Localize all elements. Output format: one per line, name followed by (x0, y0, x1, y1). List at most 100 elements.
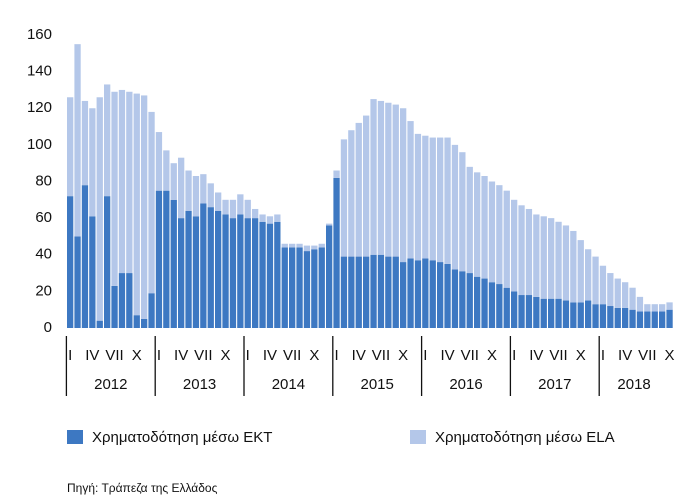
bar-segment (422, 258, 429, 328)
bar-segment (74, 236, 81, 328)
bar-segment (303, 251, 311, 328)
bar-segment (511, 199, 518, 292)
bar-segment (525, 208, 533, 296)
y-tick-label: 40 (35, 246, 52, 263)
bar-segment (496, 185, 503, 285)
bar-segment (400, 262, 407, 328)
x-tick-label: VII (194, 347, 212, 364)
bar-segment (548, 298, 555, 328)
bar-segment (666, 302, 673, 310)
bar-segment (289, 247, 296, 328)
bar-segment (89, 108, 96, 217)
bar-segment (385, 256, 392, 328)
bar-segment (81, 185, 89, 328)
bar-segment (636, 311, 644, 328)
bar-segment (451, 269, 459, 328)
bar-segment (296, 247, 303, 328)
bar-segment (170, 163, 177, 200)
bar-segment (392, 104, 399, 257)
bar-segment (370, 99, 377, 255)
bar-segment (599, 265, 607, 305)
x-tick-label: VII (105, 347, 123, 364)
bar-segment (592, 304, 599, 328)
bar-segment (496, 284, 503, 328)
x-tick-label: X (309, 347, 319, 364)
bar-segment (148, 293, 155, 328)
bar-segment (326, 223, 333, 226)
bar-segment (96, 320, 103, 328)
bar-segment (311, 245, 318, 250)
bar-segment (215, 192, 222, 211)
bar-segment (259, 221, 266, 328)
bar-segment (629, 309, 636, 328)
x-tick-label: IV (440, 347, 454, 364)
bar-segment (104, 84, 111, 197)
bar-segment (414, 260, 422, 328)
bar-segment (133, 93, 140, 316)
bar-segment (370, 254, 377, 328)
group-label: 2015 (361, 376, 394, 393)
x-tick-label: VII (372, 347, 390, 364)
bar-segment (215, 210, 222, 328)
bar-segment (155, 132, 163, 191)
bar-segment (274, 221, 281, 328)
bar-segment (629, 287, 636, 310)
bar-segment (244, 218, 251, 328)
bar-segment (466, 273, 473, 328)
group-label: 2016 (449, 376, 482, 393)
bar-segment (363, 115, 370, 257)
bar-segment (540, 298, 547, 328)
bar-segment (377, 100, 385, 255)
bar-segment (437, 137, 444, 263)
bar-segment (592, 256, 599, 305)
bar-segment (599, 304, 607, 328)
bar-segment (237, 194, 244, 215)
legend-swatch (67, 430, 83, 444)
bar-segment (548, 218, 555, 299)
bar-segment (437, 262, 444, 328)
bar-segment (133, 315, 140, 328)
x-tick-label: X (132, 347, 142, 364)
bar-segment (200, 174, 207, 204)
bar-segment (266, 216, 274, 224)
bar-segment (274, 214, 281, 222)
bar-segment (429, 260, 436, 328)
x-tick-label: VII (461, 347, 479, 364)
bar-segment (141, 318, 148, 328)
x-tick-label: I (334, 347, 338, 364)
bar-segment (659, 311, 666, 328)
bar-segment (555, 298, 562, 328)
source-note: Πηγή: Τράπεζα της Ελλάδος (67, 481, 218, 495)
bar-segment (488, 282, 496, 328)
bar-segment (96, 97, 103, 321)
bar-segment (348, 130, 355, 257)
bar-segment (622, 282, 629, 308)
bar-segment (400, 108, 407, 263)
bar-segment (562, 300, 570, 328)
bar-segment (614, 307, 621, 328)
bar-segment (178, 157, 185, 219)
bar-segment (222, 199, 229, 215)
bar-segment (459, 152, 466, 272)
bar-segment (126, 91, 133, 274)
bar-segment (67, 196, 74, 328)
bar-segment (163, 150, 170, 191)
bar-segment (666, 309, 673, 328)
bar-segment (266, 223, 274, 328)
bar-segment (392, 256, 399, 328)
bar-segment (303, 245, 311, 252)
bar-segment (259, 214, 266, 222)
legend-swatch (410, 430, 426, 444)
legend-label: Χρηματοδότηση μέσω ΕΚΤ (92, 429, 272, 446)
bar-segment (644, 304, 651, 312)
group-label: 2018 (617, 376, 650, 393)
x-tick-label: IV (352, 347, 366, 364)
bar-segment (577, 302, 584, 328)
y-tick-label: 140 (27, 63, 52, 80)
bar-segment (651, 311, 658, 328)
bar-segment (466, 166, 473, 274)
bar-segment (118, 89, 126, 274)
y-tick-label: 0 (44, 319, 52, 336)
bar-segment (503, 190, 510, 288)
